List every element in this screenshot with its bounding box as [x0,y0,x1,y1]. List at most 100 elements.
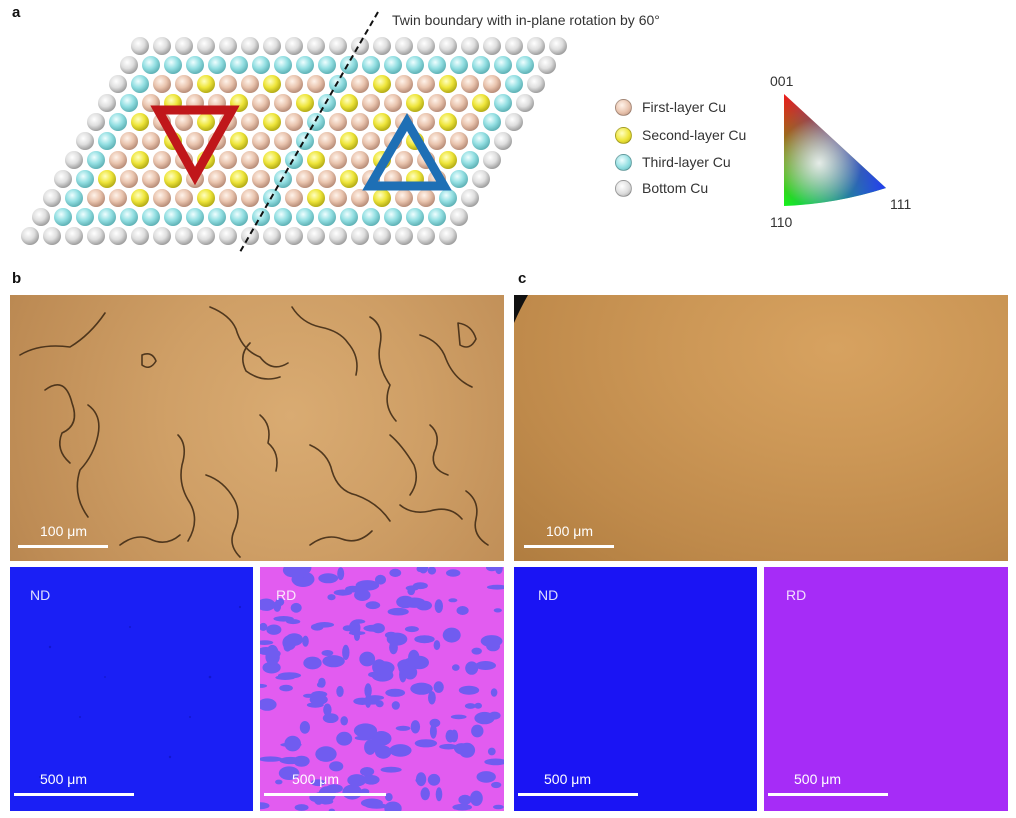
rd-grain [354,589,371,601]
cu-atom [142,208,160,226]
cu-atom [516,94,534,112]
cu-atom [120,170,138,188]
rd-grain [410,682,433,695]
panel-b-rd-map: RD 500 μm [260,567,504,811]
panel-a-letter: a [12,4,21,21]
panel-c-optical-image: 100 μm [514,295,1008,561]
cu-atom [131,113,149,131]
cu-atom [450,170,468,188]
cu-atom [197,37,215,55]
cu-atom [197,227,215,245]
rd-grain [262,661,281,674]
cu-atom [285,75,303,93]
cu-atom [450,132,468,150]
cu-atom [428,94,446,112]
cu-atom [395,75,413,93]
rd-grain [395,725,411,731]
rd-grain [475,661,496,670]
cu-atom [164,170,182,188]
rd-grain [403,597,426,608]
rd-grain [354,735,375,741]
rd-grain [372,659,387,675]
ipf-label-110: 110 [770,214,793,230]
rd-grain [474,702,482,709]
rd-grain [322,655,345,668]
rd-grain [347,774,367,787]
cu-atom [142,132,160,150]
cu-atom [307,75,325,93]
ipf-color-triangle [784,94,886,206]
rd-grain [450,729,459,743]
third-layer-swatch [615,153,632,171]
cu-atom [263,75,281,93]
rd-grain [294,804,309,811]
cu-atom [252,56,270,74]
cu-atom [285,37,303,55]
cu-atom [131,189,149,207]
cu-atom [274,132,292,150]
panel-b-rd-label: RD [276,587,297,603]
rd-grain [310,623,324,631]
cu-atom [362,94,380,112]
cu-atom [109,227,127,245]
legend-bottom: Bottom Cu [615,177,708,199]
twin-boundary-label: Twin boundary with in-plane rotation by … [392,12,660,28]
rd-grain [491,781,502,789]
cu-atom [252,132,270,150]
cu-atom [175,113,193,131]
cu-atom [153,189,171,207]
panel-b-grain-boundaries [19,306,489,558]
cu-atom [494,94,512,112]
panel-c-optical-scale-bar [524,545,614,548]
panel-b-letter: b [12,270,22,287]
cu-atom [241,113,259,131]
rd-grain [414,635,435,644]
cu-atom [296,170,314,188]
cu-atom [87,189,105,207]
cu-atom [384,208,402,226]
cu-atom [98,208,116,226]
cu-atom [21,227,39,245]
cu-atom [54,170,72,188]
cu-atom [318,132,336,150]
cu-atom [483,151,501,169]
cu-atom [472,56,490,74]
rd-grain [471,647,482,655]
cu-atom [208,56,226,74]
rd-grain [327,594,336,601]
cu-atom [439,189,457,207]
cu-atom [274,56,292,74]
cu-atom [263,227,281,245]
cu-atom [318,94,336,112]
legend-second-layer: Second-layer Cu [615,124,746,146]
panel-c-nd-label: ND [538,587,559,603]
rd-grain [285,633,303,646]
cu-atom [549,37,567,55]
cu-atom [153,151,171,169]
cu-atom [296,208,314,226]
rd-grain [458,685,480,695]
rd-grain [309,694,328,705]
rd-grain [353,723,378,738]
cu-atom [296,132,314,150]
rd-grain [336,685,344,698]
rd-grain [433,681,444,693]
rd-grain [260,647,275,655]
rd-grain [452,664,460,671]
rd-grain [493,608,502,613]
cu-atom [131,37,149,55]
cu-atom [373,189,391,207]
rd-grain [260,698,277,711]
cu-atom [439,151,457,169]
rd-grain [391,701,400,710]
cu-atom [109,189,127,207]
cu-atom [109,113,127,131]
panel-b-nd-scale-label: 500 μm [40,771,87,787]
cu-atom [461,75,479,93]
cu-atom [252,208,270,226]
cu-atom [505,37,523,55]
cu-atom [219,189,237,207]
rd-grain [493,804,504,810]
cu-atom [230,132,248,150]
cu-atom [87,227,105,245]
